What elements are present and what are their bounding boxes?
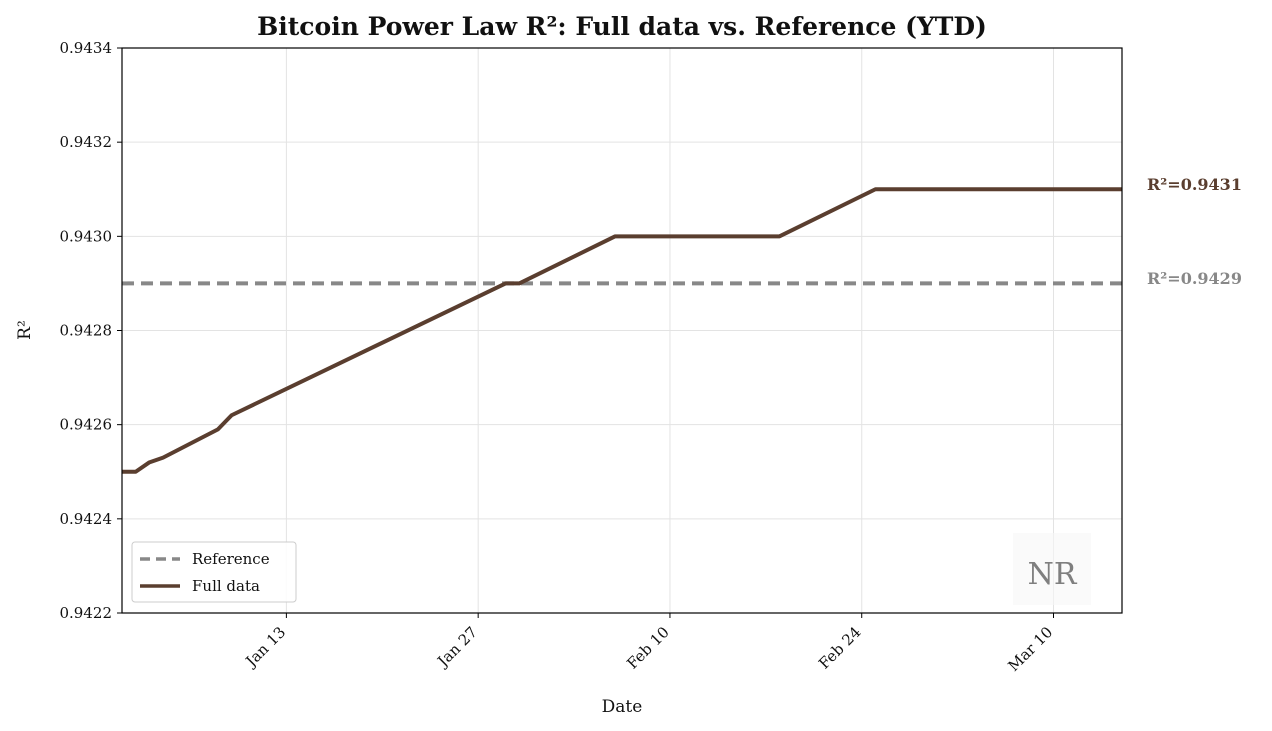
end-label-full-data: R²=0.9431 xyxy=(1147,175,1242,194)
legend-label-full-data: Full data xyxy=(192,577,260,595)
series-layer xyxy=(122,187,1122,474)
watermark-group: NR xyxy=(1013,533,1091,605)
legend: Reference Full data xyxy=(131,541,297,603)
y-axis-ticks: 0.9422 0.9424 0.9426 0.9428 0.9430 0.9432 0.94… xyxy=(60,39,122,622)
y-tick-label: 0.9426 xyxy=(60,416,113,434)
chart-title: Bitcoin Power Law R²: Full data vs. Refe… xyxy=(257,12,987,41)
watermark: NR xyxy=(1028,557,1078,592)
series-line-full-data xyxy=(122,187,1122,474)
y-tick-label: 0.9430 xyxy=(60,227,113,245)
y-axis-label: R² xyxy=(15,320,35,340)
y-tick-label: 0.9422 xyxy=(60,604,113,622)
y-tick-label: 0.9428 xyxy=(60,322,113,340)
plot-frame xyxy=(121,47,1123,614)
end-label-reference: R²=0.9429 xyxy=(1147,269,1242,288)
y-tick-label: 0.9424 xyxy=(60,510,113,528)
x-axis-label: Date xyxy=(602,697,643,717)
legend-label-reference: Reference xyxy=(192,550,270,568)
watermark-box xyxy=(1013,533,1091,605)
y-tick-label: 0.9434 xyxy=(60,39,113,57)
y-tick-label: 0.9432 xyxy=(60,133,113,151)
